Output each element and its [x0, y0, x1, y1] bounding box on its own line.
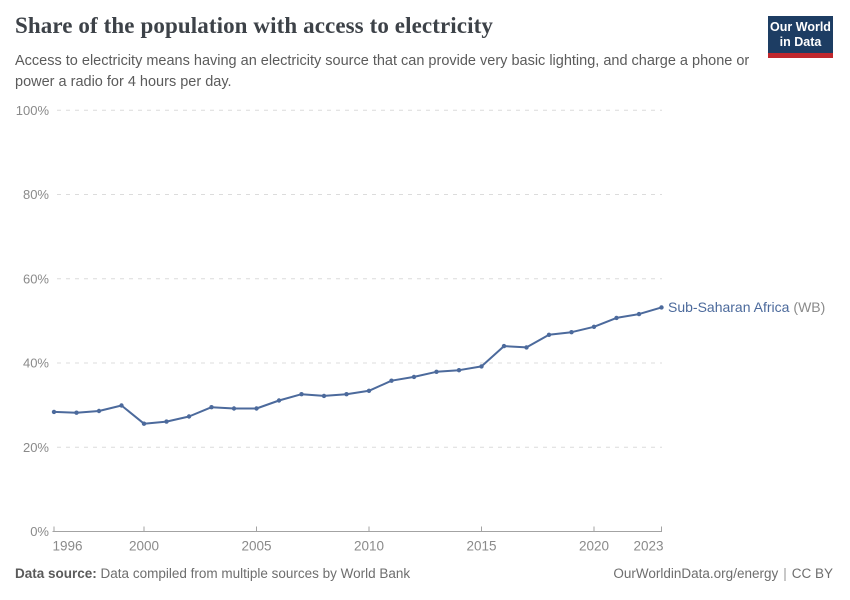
- y-axis-label: 80%: [23, 187, 49, 202]
- data-point: [569, 330, 574, 335]
- x-axis-label: 2000: [129, 539, 159, 554]
- data-point: [299, 392, 304, 397]
- page-title: Share of the population with access to e…: [15, 13, 493, 38]
- owid-logo[interactable]: Our World in Data: [768, 16, 833, 58]
- site-link[interactable]: OurWorldinData.org/energy: [613, 566, 779, 581]
- footer-links: OurWorldinData.org/energy | CC BY: [613, 566, 833, 581]
- y-axis-label: 0%: [30, 524, 49, 539]
- x-axis-label: 2005: [241, 539, 271, 554]
- chart-footer: Data source: Data compiled from multiple…: [15, 566, 833, 581]
- data-point: [231, 406, 237, 411]
- data-point: [366, 388, 372, 393]
- y-axis-label: 40%: [23, 356, 49, 371]
- data-point: [74, 410, 79, 415]
- data-point: [524, 345, 529, 350]
- data-point: [321, 393, 327, 399]
- data-line: [53, 306, 663, 425]
- data-point: [456, 368, 462, 373]
- data-point: [546, 332, 552, 337]
- data-point: [389, 378, 394, 383]
- series-suffix: (WB): [793, 299, 825, 315]
- data-source-note: Data source: Data compiled from multiple…: [15, 566, 410, 581]
- data-point: [501, 343, 507, 349]
- series-label: Sub-Saharan Africa (WB): [668, 299, 825, 315]
- data-point: [141, 421, 147, 426]
- data-point: [479, 364, 484, 369]
- data-point: [51, 409, 57, 415]
- y-axis-label: 60%: [23, 271, 49, 286]
- y-axis-label: 20%: [23, 440, 49, 455]
- x-axis-label: 1996: [53, 539, 83, 554]
- x-axis-label: 2015: [466, 539, 496, 554]
- data-point: [119, 403, 124, 408]
- data-point: [96, 408, 102, 414]
- data-point: [434, 369, 439, 374]
- data-point: [659, 305, 664, 310]
- data-point: [614, 315, 619, 321]
- license-link[interactable]: CC BY: [791, 566, 833, 581]
- data-point: [636, 311, 642, 317]
- y-axis-label: 100%: [16, 103, 50, 118]
- x-axis-label: 2010: [354, 539, 384, 554]
- data-point: [276, 398, 282, 403]
- data-point: [591, 324, 597, 329]
- x-axis-label: 2023: [633, 539, 663, 554]
- data-point: [411, 374, 417, 380]
- data-source-text: Data compiled from multiple sources by W…: [100, 566, 411, 581]
- data-point: [186, 414, 192, 419]
- data-point: [344, 392, 349, 397]
- x-axis-label: 2020: [579, 539, 609, 554]
- owid-logo-line1: Our World: [770, 20, 831, 34]
- data-source-label: Data source:: [15, 566, 97, 581]
- footer-separator: |: [783, 566, 787, 581]
- owid-logo-line2: in Data: [779, 35, 822, 49]
- data-point: [164, 419, 169, 424]
- series-name: Sub-Saharan Africa: [668, 299, 790, 315]
- data-point: [254, 406, 259, 411]
- chart-subtitle: Access to electricity means having an el…: [15, 53, 750, 90]
- data-point: [209, 405, 214, 410]
